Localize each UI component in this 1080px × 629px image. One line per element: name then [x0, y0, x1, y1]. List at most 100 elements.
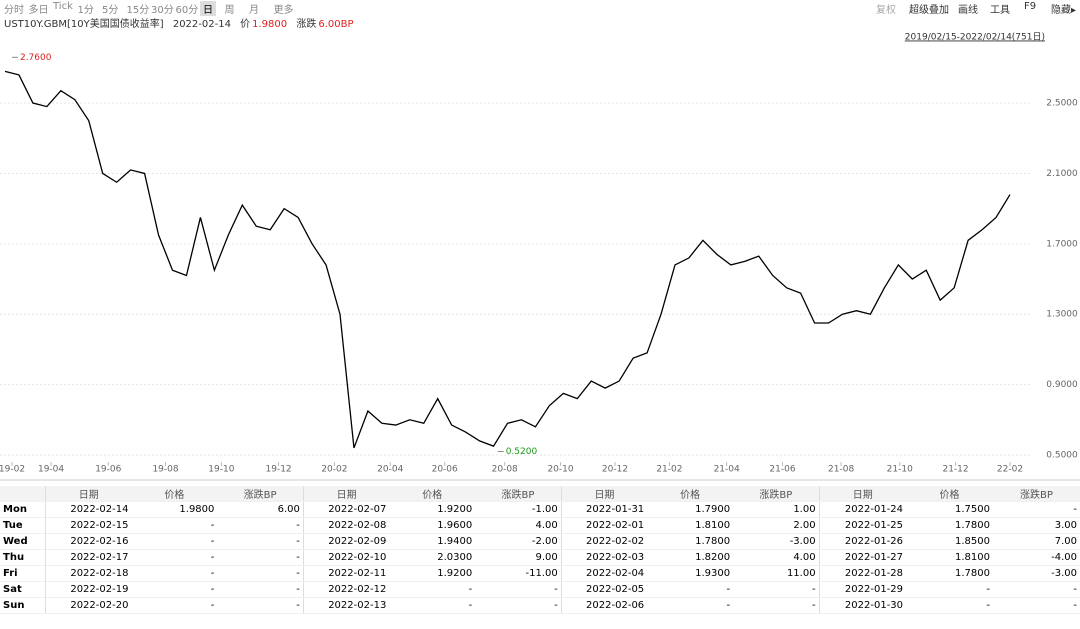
toolbar-button[interactable]: Tick	[53, 1, 73, 12]
toolbar-button[interactable]: 超级叠加	[909, 5, 949, 16]
table-cell: -	[131, 581, 218, 598]
quote-header: UST10Y.GBM[10Y美国国债收益率] 2022-02-14 价 1.980…	[4, 15, 359, 30]
toolbar-button[interactable]: 周	[224, 5, 235, 16]
toolbar-button[interactable]: 15分	[126, 5, 150, 16]
table-cell: Sun	[0, 597, 46, 614]
table-row: Mon 2022-02-14 1.9800 6.00 2022-02-07 1.9200-…	[0, 501, 1080, 518]
table-cell: 2022-01-26	[818, 533, 907, 550]
header-row: 日期 价格 涨跌BP 日期 价格 涨跌BP 日期 价格 涨跌BP 日期 价格 涨跌BP	[0, 486, 1080, 502]
table-cell: 2022-02-13	[302, 597, 390, 614]
header-cell: 日期	[302, 486, 390, 502]
table-cell: 1.9200	[389, 501, 476, 518]
table-row: Sat 2022-02-19- -2022-02-12- -2022-02-05- -2…	[0, 581, 1080, 598]
table-cell: -	[992, 581, 1080, 598]
table-cell: Fri	[0, 565, 46, 582]
toolbar-button[interactable]: 5分	[102, 5, 119, 16]
table-cell: 2022-01-30	[818, 597, 907, 614]
table-cell: 2.00	[733, 517, 820, 534]
header-cell	[0, 486, 46, 502]
table-cell: 1.7800	[906, 565, 993, 582]
y-tick-label: 1.3000	[1046, 310, 1078, 320]
x-tick-label: 21-12	[942, 465, 968, 475]
table-cell: -	[992, 501, 1080, 518]
table-cell: 2022-02-19	[45, 581, 132, 598]
toolbar-button[interactable]: 复权	[876, 5, 896, 16]
toolbar-button[interactable]: 多日	[28, 5, 49, 16]
table-cell: Thu	[0, 549, 46, 566]
header-cell: 价格	[647, 486, 734, 502]
table-cell: 2022-02-05	[560, 581, 648, 598]
x-tick-label: 21-08	[828, 465, 854, 475]
table-cell: 3.00	[992, 517, 1080, 534]
price-line	[4, 70, 1011, 449]
table-cell: -	[217, 549, 304, 566]
header-cell: 日期	[818, 486, 907, 502]
table-cell: 9.00	[475, 549, 562, 566]
table-cell: 2022-02-12	[302, 581, 390, 598]
table-cell: -	[131, 549, 218, 566]
header-cell: 涨跌BP	[217, 486, 304, 502]
table-cell: 2022-01-31	[560, 501, 648, 518]
toolbar-button[interactable]: 日	[200, 1, 216, 16]
table-cell: 1.8100	[647, 517, 734, 534]
chart: 2019/02/15-2022/02/14(751日) 0.5000 0.9000…	[0, 32, 1080, 481]
table-cell: 2022-02-01	[560, 517, 648, 534]
table-cell: 4.00	[475, 517, 562, 534]
toolbar-button[interactable]: F9	[1024, 1, 1037, 12]
toolbar-button[interactable]: 60分	[175, 5, 199, 16]
change: 6.00BP	[318, 19, 354, 30]
table-cell: 7.00	[992, 533, 1080, 550]
y-tick-label: 0.5000	[1046, 450, 1078, 460]
table-row: Wed 2022-02-16- -2022-02-09 1.9400 -2.00 2022…	[0, 533, 1080, 550]
table-cell: 1.7500	[906, 501, 993, 518]
table-cell: -	[906, 597, 993, 614]
toolbar-button[interactable]: 画线	[958, 5, 978, 16]
table-cell: 11.00	[733, 565, 820, 582]
toolbar-button[interactable]: 1分	[77, 5, 94, 16]
table-cell: 2022-01-28	[818, 565, 907, 582]
toolbar-button[interactable]: 30分	[151, 5, 174, 16]
table-cell: 2022-02-03	[560, 549, 648, 566]
table-cell: Sat	[0, 581, 46, 598]
table-cell: 1.8100	[906, 549, 993, 566]
y-tick-label: 0.9000	[1046, 380, 1078, 390]
table-cell: 1.7800	[647, 533, 734, 550]
table-cell: 1.8500	[906, 533, 993, 550]
table-cell: 1.8200	[647, 549, 734, 566]
x-tick-label: 21-02	[656, 465, 682, 475]
table-cell: 2022-02-07	[302, 501, 390, 518]
y-tick-label: 2.1000	[1046, 169, 1078, 179]
table-cell: 1.7900	[647, 501, 734, 518]
date: 2022-02-14	[172, 19, 231, 30]
toolbar-button[interactable]: 工具	[990, 5, 1010, 16]
table-cell: 2.0300	[389, 549, 476, 566]
x-tick-label: 22-02	[997, 465, 1023, 475]
toolbar-button[interactable]: 分时	[4, 5, 24, 16]
toolbar-button[interactable]: 隐藏▸	[1051, 5, 1077, 16]
toolbar-button[interactable]: 月	[249, 5, 259, 16]
x-tick-label: 20-12	[602, 465, 628, 475]
header-cell: 涨跌BP	[475, 486, 562, 502]
table-row: Fri 2022-02-18- -2022-02-11 1.9200 -11.00 202…	[0, 565, 1080, 582]
x-tick-label: 21-04	[714, 465, 740, 475]
table-cell: 1.00	[733, 501, 820, 518]
table-cell: Wed	[0, 533, 46, 550]
table-row: Thu 2022-02-17- -2022-02-10 2.0300 9.00 2022-…	[0, 549, 1080, 566]
price-label: 价	[240, 19, 251, 30]
table-cell: 2022-02-02	[560, 533, 648, 550]
change-label: 涨跌	[296, 19, 317, 30]
table-cell: 4.00	[733, 549, 820, 566]
table-cell: 2022-01-25	[818, 517, 907, 534]
table-cell: 2022-01-27	[818, 549, 907, 566]
table-cell: 2022-01-24	[818, 501, 907, 518]
toolbar-button[interactable]: 更多	[273, 5, 294, 16]
annotation: 2.7600	[20, 53, 52, 63]
table-cell: 2022-02-16	[45, 533, 132, 550]
x-tick-label: 21-06	[769, 465, 795, 475]
table-cell: 1.9800	[131, 501, 218, 518]
table-cell: -3.00	[733, 533, 820, 550]
header-cell: 日期	[560, 486, 648, 502]
range-label[interactable]: 2019/02/15-2022/02/14(751日)	[905, 32, 1045, 43]
table-cell: 2022-02-09	[302, 533, 390, 550]
